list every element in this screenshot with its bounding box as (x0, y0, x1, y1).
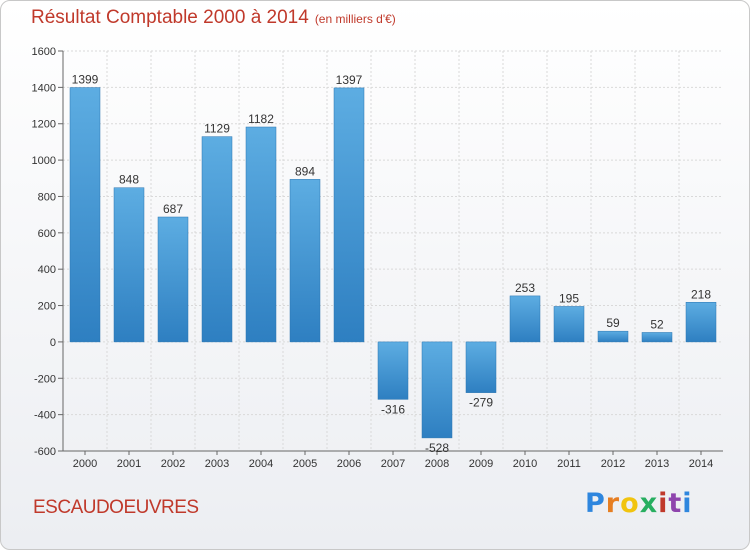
data-label-2004: 1182 (248, 112, 274, 126)
chart-subtitle: (en milliers d'€) (314, 12, 396, 26)
data-label-2012: 59 (606, 316, 620, 330)
bar-2014 (685, 302, 717, 343)
bar-2006 (333, 87, 365, 343)
proxiti-logo: Proxiti (585, 488, 693, 519)
data-label-2001: 848 (119, 173, 139, 187)
bar-2013 (641, 332, 673, 343)
y-tick-label: 1000 (32, 155, 56, 167)
bar-2001 (113, 187, 145, 343)
bar-2000 (69, 87, 101, 343)
bar-2009 (465, 341, 497, 393)
chart-title: Résultat Comptable 2000 à 2014 (en millie… (31, 7, 396, 29)
y-tick-label: 1400 (32, 82, 56, 94)
y-tick-label: 0 (50, 337, 56, 349)
chart-title-text: Résultat Comptable 2000 à 2014 (31, 7, 309, 28)
logo-letter: t (668, 488, 683, 519)
data-label-2008: -528 (425, 441, 449, 455)
axes: -600 -400 -200 0 200 400 600 800 1000 1200 1400 160… (32, 46, 723, 470)
y-tick-label: -200 (34, 373, 56, 385)
labels: 1399 848 687 1129 1182 894 1397 -316 -528 -279 253… (72, 73, 712, 455)
logo-letter: x (639, 488, 659, 519)
x-tick-label-2009: 2009 (469, 458, 493, 470)
bar-2005 (289, 179, 321, 343)
x-tick-label-2011: 2011 (557, 458, 581, 470)
logo-letter: o (620, 488, 640, 519)
logo-letter: i (682, 488, 693, 519)
bar-2007 (377, 341, 409, 400)
bar-2004 (245, 126, 277, 343)
y-tick-label: -600 (34, 446, 56, 458)
data-label-2005: 894 (295, 164, 315, 178)
data-label-2009: -279 (469, 396, 493, 410)
logo-letter: i (658, 488, 669, 519)
y-tick-label: -400 (34, 410, 56, 422)
data-label-2003: 1129 (204, 122, 230, 136)
bar-2003 (201, 136, 233, 343)
bar-2012 (597, 330, 629, 343)
x-tick-label-2001: 2001 (117, 458, 141, 470)
x-tick-label-2013: 2013 (645, 458, 669, 470)
data-label-2013: 52 (650, 317, 664, 331)
y-tick-label: 800 (38, 191, 56, 203)
x-tick-label-2006: 2006 (337, 458, 361, 470)
x-tick-label-2008: 2008 (425, 458, 449, 470)
bar-2002 (157, 216, 189, 343)
logo-letter: r (605, 488, 621, 519)
data-label-2011: 195 (559, 291, 579, 305)
logo-letter: P (585, 488, 606, 519)
x-tick-label-2012: 2012 (601, 458, 625, 470)
x-tick-label-2007: 2007 (381, 458, 405, 470)
x-tick-label-2004: 2004 (249, 458, 273, 470)
data-label-2002: 687 (163, 202, 183, 216)
y-tick-label: 1600 (32, 46, 56, 58)
data-label-2007: -316 (381, 402, 405, 416)
x-tick-label-2010: 2010 (513, 458, 537, 470)
x-tick-label-2005: 2005 (293, 458, 317, 470)
city-name: ESCAUDOEUVRES (33, 497, 199, 518)
bars (69, 87, 717, 439)
x-tick-label-2014: 2014 (689, 458, 713, 470)
y-tick-label: 1200 (32, 119, 56, 131)
y-tick-label: 400 (38, 264, 56, 276)
data-label-2006: 1397 (336, 73, 363, 87)
data-label-2010: 253 (515, 281, 535, 295)
data-label-2014: 218 (691, 287, 711, 301)
y-tick-label: 600 (38, 228, 56, 240)
bar-2008 (421, 341, 453, 439)
bar-2011 (553, 306, 585, 343)
data-label-2000: 1399 (72, 73, 99, 87)
y-tick-label: 200 (38, 301, 56, 313)
x-tick-label-2003: 2003 (205, 458, 229, 470)
x-tick-label-2000: 2000 (73, 458, 97, 470)
x-tick-label-2002: 2002 (161, 458, 185, 470)
bar-2010 (509, 295, 541, 343)
